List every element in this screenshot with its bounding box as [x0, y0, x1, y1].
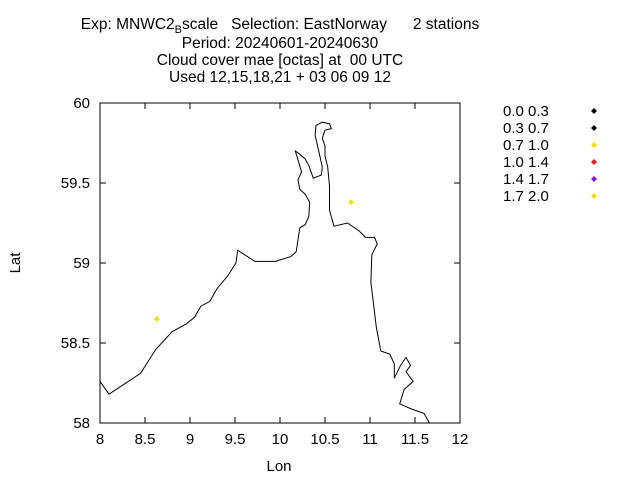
- legend-label: 1.4 1.7: [503, 171, 549, 188]
- legend-marker: [591, 193, 597, 199]
- legend-marker: [591, 142, 597, 148]
- y-axis-label: Lat: [7, 252, 24, 274]
- title-selection: Selection: EastNorway: [231, 16, 388, 33]
- y-tick-label: 59.5: [61, 175, 90, 192]
- x-tick-label: 8.5: [135, 431, 156, 448]
- legend: 0.0 0.30.3 0.70.7 1.01.0 1.41.4 1.71.7 2…: [503, 103, 597, 205]
- legend-marker: [591, 176, 597, 182]
- x-axis-label: Lon: [266, 458, 291, 475]
- y-tick-label: 60: [73, 95, 90, 112]
- x-tick-label: 12: [452, 431, 469, 448]
- coastline: [99, 121, 430, 424]
- legend-marker: [591, 125, 597, 131]
- legend-label: 1.0 1.4: [503, 154, 549, 171]
- title-variable: Cloud cover mae [octas] at 00 UTC: [156, 52, 404, 69]
- title-exp-subscript: B: [174, 24, 182, 36]
- x-tick-label: 10.5: [310, 431, 339, 448]
- x-tick-label: 9.5: [225, 431, 246, 448]
- title-line-experiment: Exp: MNWC2Bscale Selection: EastNorway 2…: [0, 16, 560, 36]
- y-tick-label: 58.5: [61, 335, 90, 352]
- x-tick-label: 9: [186, 431, 194, 448]
- x-tick-label: 11.5: [401, 431, 429, 448]
- x-tick-label: 8: [96, 431, 104, 448]
- title-exp-label: Exp: MNWC2: [80, 16, 175, 33]
- x-tick-label: 10: [272, 431, 289, 448]
- legend-label: 0.3 0.7: [503, 120, 549, 137]
- chart-title: Exp: MNWC2Bscale Selection: EastNorway 2…: [0, 16, 560, 86]
- axis-ticks: 8 8.5 9 9.5 10 10.5 11 11.5 12 58 58.5 59 59.5 60: [61, 95, 469, 448]
- station-points: [153, 199, 355, 322]
- title-used: Used 12,15,18,21 + 03 06 09 12: [169, 69, 391, 86]
- legend-marker: [591, 159, 597, 165]
- title-period: Period: 20240601-20240630: [181, 35, 379, 52]
- title-stations: 2 stations: [412, 16, 480, 33]
- legend-label: 0.7 1.0: [503, 137, 549, 154]
- legend-label: 0.0 0.3: [503, 103, 549, 120]
- station-point: [348, 199, 355, 206]
- legend-marker: [591, 108, 597, 114]
- x-tick-label: 11: [362, 431, 378, 448]
- title-exp-suffix: scale: [181, 16, 219, 33]
- y-tick-label: 59: [73, 255, 90, 272]
- plot-area-border: [99, 102, 461, 424]
- station-point: [153, 316, 160, 322]
- y-tick-label: 58: [73, 415, 90, 432]
- legend-label: 1.7 2.0: [503, 188, 549, 205]
